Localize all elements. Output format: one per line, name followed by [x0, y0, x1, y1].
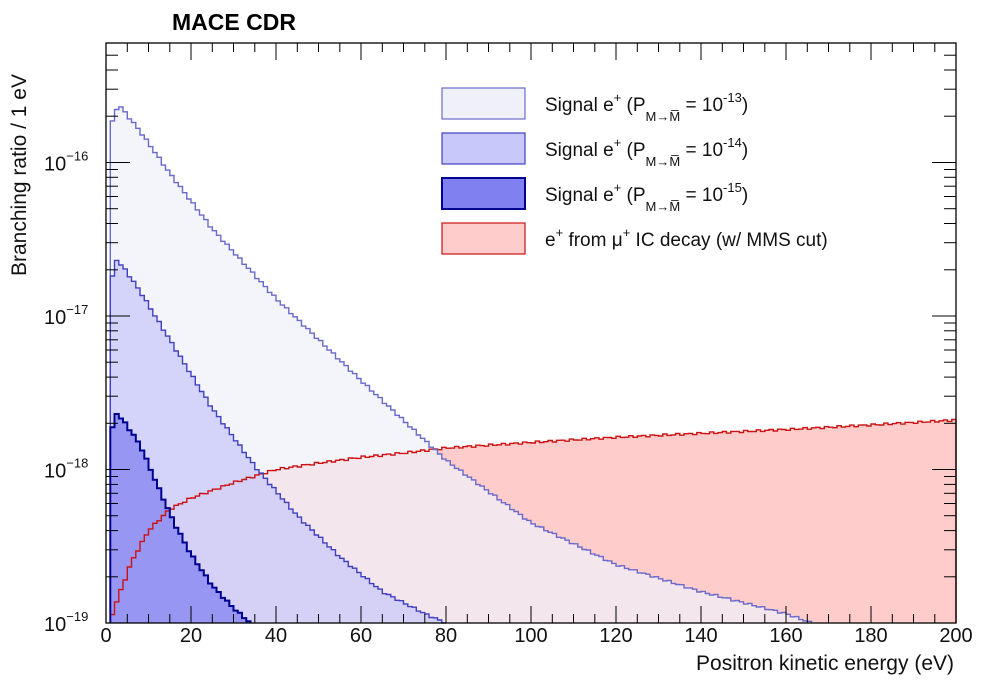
series-fill-signal_1e-13: [110, 106, 812, 623]
legend-swatch-signal_1e-15: [441, 177, 526, 210]
x-tick-label: 40: [265, 625, 287, 647]
axis-tick-labels: 0 20 40 60 80 100 120 140 160 180 200 10−19 10−18 10−…: [44, 148, 973, 647]
series-line-signal_1e-15: [109, 413, 252, 623]
y-tick-label: 10−19: [44, 609, 88, 636]
x-tick-label: 0: [100, 625, 111, 647]
x-axis-label: Positron kinetic energy (eV): [696, 652, 954, 675]
legend-label-ic_decay: e+ from μ+ IC decay (w/ MMS cut): [545, 225, 828, 251]
legend-swatch-signal_1e-13: [441, 87, 526, 120]
axis-ticks: [105, 42, 957, 624]
x-tick-label: 20: [180, 625, 202, 647]
x-tick-label: 120: [599, 625, 632, 647]
legend-label-signal_1e-13: Signal e+ (PM→M̅ = 10-13): [545, 90, 748, 124]
x-tick-label: 60: [350, 625, 372, 647]
histogram-fills: [110, 106, 957, 623]
legend-swatch-signal_1e-14: [441, 132, 526, 165]
y-tick-label: 10−18: [44, 455, 88, 482]
x-tick-label: 140: [684, 625, 717, 647]
series-fill-signal_1e-15: [110, 414, 251, 623]
series-line-ic_decay: [109, 418, 957, 623]
y-axis-label: Branching ratio / 1 eV: [8, 74, 31, 276]
x-tick-label: 200: [939, 625, 972, 647]
series-fill-signal_1e-14: [110, 260, 447, 623]
y-tick-label: 10−17: [44, 302, 88, 329]
legend-swatch-ic_decay: [441, 222, 526, 255]
legend: Signal e+ (PM→M̅ = 10-13) Signal e+ (PM→M…: [441, 87, 828, 255]
x-tick-label: 160: [769, 625, 802, 647]
x-tick-label: 80: [435, 625, 457, 647]
y-tick-label: 10−16: [44, 148, 88, 175]
x-tick-label: 180: [854, 625, 887, 647]
series-line-signal_1e-13: [109, 106, 813, 623]
legend-label-signal_1e-14: Signal e+ (PM→M̅ = 10-14): [545, 135, 748, 169]
x-tick-label: 100: [514, 625, 547, 647]
series-line-signal_1e-14: [109, 259, 446, 624]
histogram-outlines: [109, 106, 957, 624]
legend-label-signal_1e-15: Signal e+ (PM→M̅ = 10-15): [545, 180, 748, 214]
chart-title: MACE CDR: [172, 9, 296, 35]
